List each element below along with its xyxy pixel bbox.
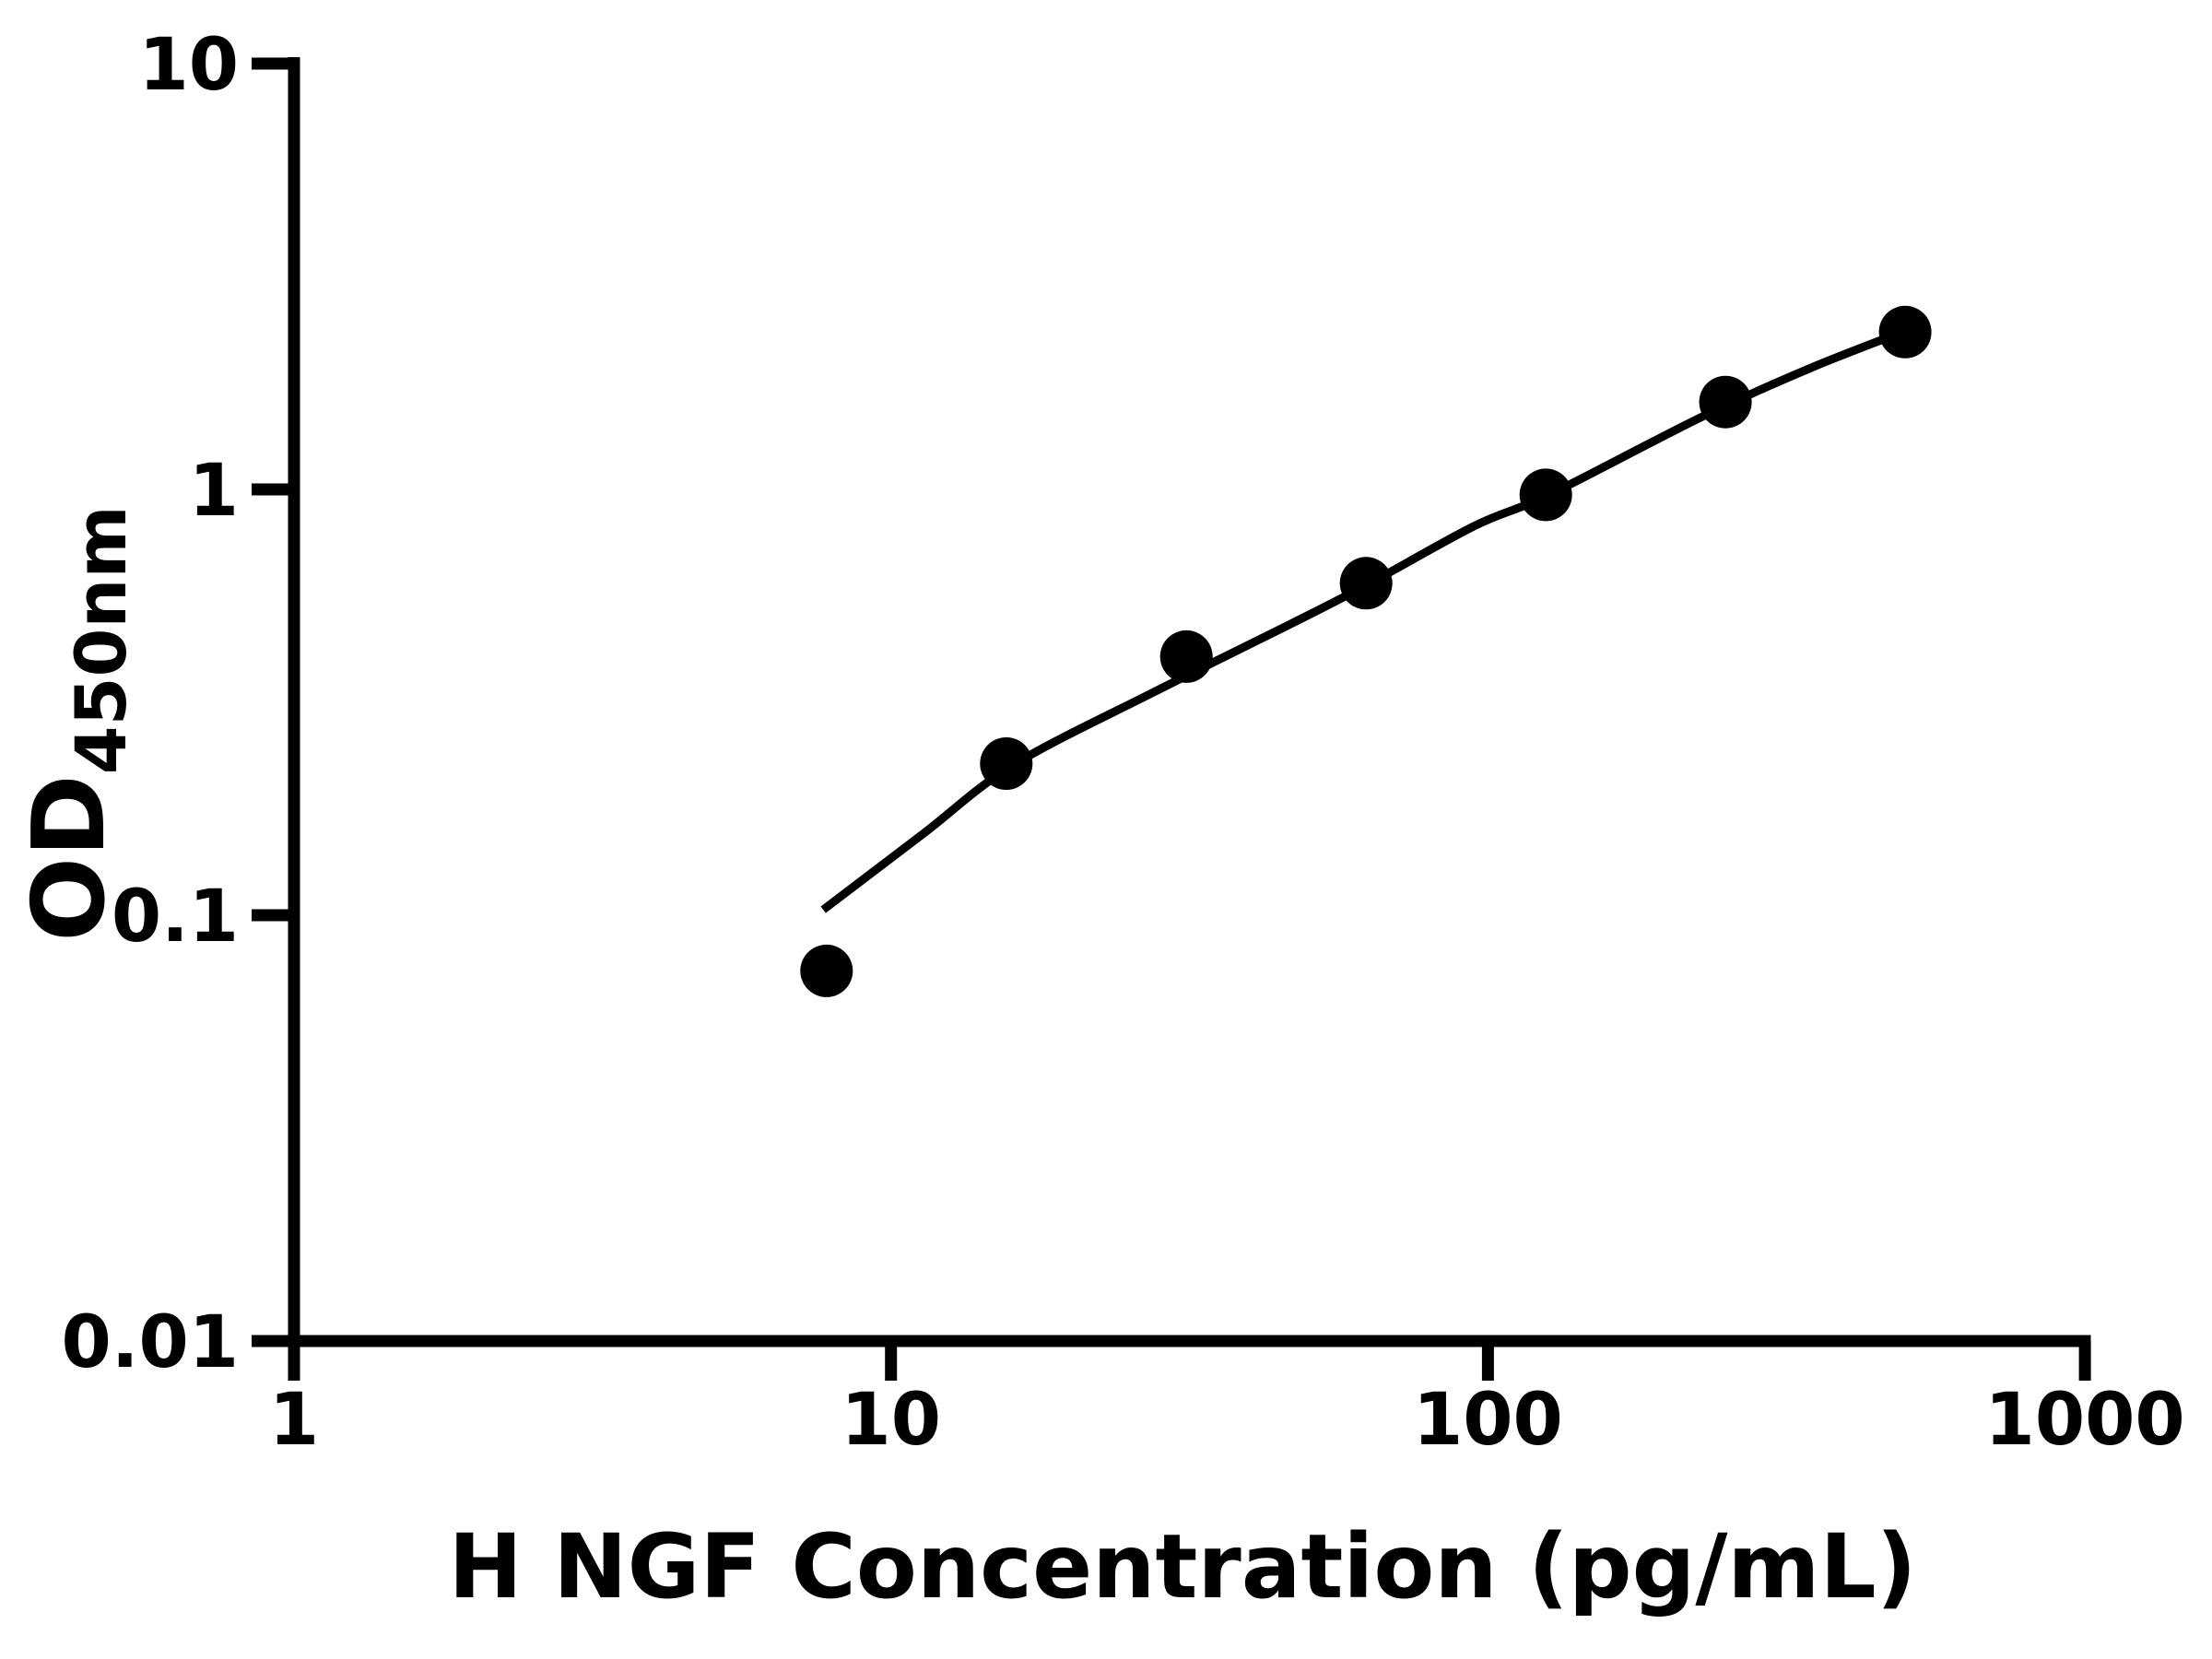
x-tick-label: 1000	[1985, 1379, 2185, 1462]
tick-labels: 1 10 100 1000 10 1 0.1 0.01	[62, 24, 2185, 1462]
plot-series	[800, 305, 1932, 997]
x-tick-label: 10	[841, 1379, 941, 1462]
axes	[252, 57, 2091, 1347]
y-tick-label: 1	[189, 450, 239, 533]
y-tick-label: 10	[138, 24, 239, 107]
data-point	[1878, 305, 1932, 359]
tick-marks	[252, 57, 2091, 1381]
x-axis-title: H NGF Concentration (pg/mL)	[449, 1515, 1917, 1618]
x-tick-label: 100	[1413, 1379, 1563, 1462]
y-tick-label: 0.01	[62, 1301, 239, 1384]
y-axis-title-main: OD	[12, 774, 127, 941]
y-tick-label: 0.1	[112, 876, 239, 959]
data-point	[800, 944, 853, 997]
x-tick-label: 1	[269, 1379, 319, 1462]
y-axis-title: OD450nm	[12, 505, 142, 941]
fit-curve-line	[820, 328, 1904, 913]
y-axis-title-subscript: 450nm	[60, 505, 142, 774]
